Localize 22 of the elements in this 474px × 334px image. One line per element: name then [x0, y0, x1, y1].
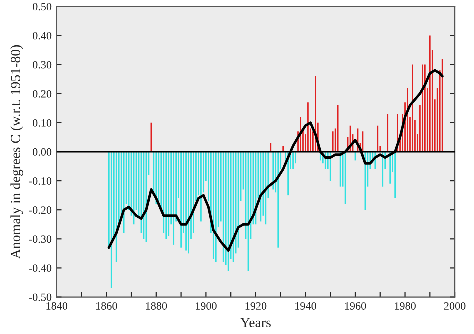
x-tick-label: 1940	[296, 302, 316, 310]
y-tick-label: 0.30	[33, 61, 52, 69]
y-tick-label: 0.00	[33, 148, 52, 156]
y-axis-title: Anomaly in degrees C (w.r.t. 1951-80)	[10, 45, 24, 259]
y-tick-label: -0.40	[29, 264, 52, 272]
x-tick-label: 1900	[196, 302, 217, 310]
x-tick-label: 1860	[96, 302, 118, 310]
x-tick-label: 1920	[246, 302, 267, 310]
x-tick-label: 1960	[345, 302, 366, 310]
y-tick-label: -0.20	[29, 206, 52, 214]
x-tick-label: 2000	[444, 302, 466, 310]
x-axis-title: Years	[240, 318, 271, 328]
y-tick-label: 0.40	[33, 32, 52, 40]
y-tick-label: -0.10	[29, 177, 52, 186]
y-tick-label: 0.50	[33, 3, 52, 11]
x-tick-label: 1980	[395, 302, 416, 310]
y-tick-label: -0.30	[29, 236, 52, 244]
y-tick-label: 0.20	[33, 90, 52, 98]
y-tick-label: -0.50	[29, 294, 52, 302]
x-tick-label: 1880	[146, 302, 168, 310]
y-tick-label: 0.10	[33, 119, 52, 127]
x-tick-label: 1840	[46, 302, 68, 310]
